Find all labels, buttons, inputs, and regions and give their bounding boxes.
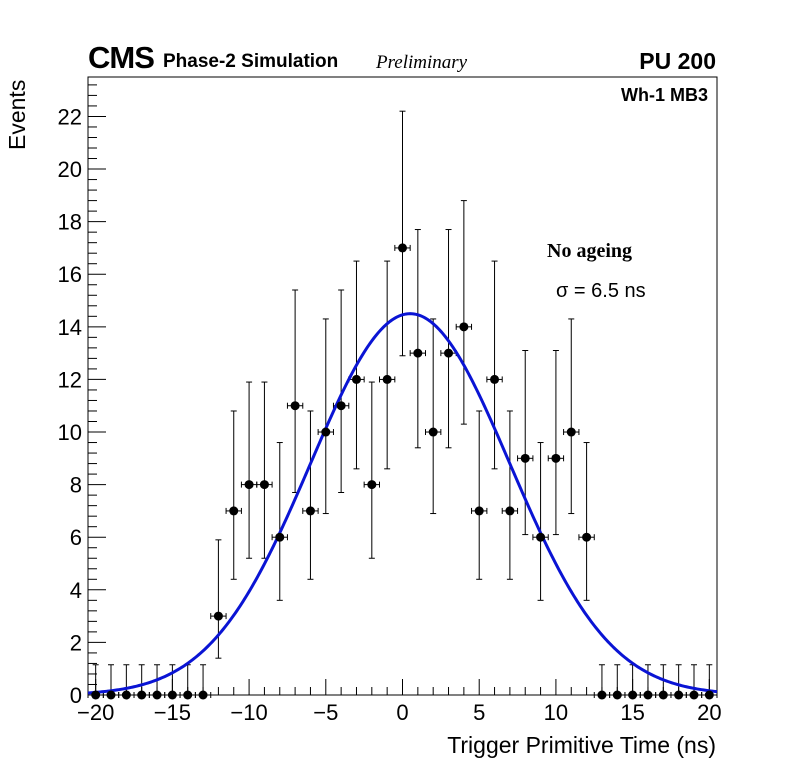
region-label: Wh-1 MB3 — [621, 85, 708, 105]
data-point — [490, 374, 500, 384]
data-point — [183, 690, 193, 700]
data-point — [229, 506, 239, 516]
data-point — [536, 532, 546, 542]
status-label: Preliminary — [376, 52, 468, 73]
x-tick-label: −20 — [77, 700, 114, 725]
y-tick-label: 12 — [58, 367, 82, 392]
y-tick-label: 6 — [70, 525, 82, 550]
data-point — [459, 322, 469, 332]
data-point — [198, 690, 208, 700]
data-point — [674, 690, 684, 700]
data-point — [474, 506, 484, 516]
y-tick-label: 4 — [70, 578, 82, 603]
y-tick-label: 0 — [70, 683, 82, 708]
data-point — [167, 690, 177, 700]
data-point — [628, 690, 638, 700]
data-point — [643, 690, 653, 700]
data-point — [106, 690, 116, 700]
data-point — [382, 374, 392, 384]
y-tick-label: 22 — [58, 104, 82, 129]
data-point — [336, 401, 346, 411]
data-point — [259, 480, 269, 490]
y-tick-label: 20 — [58, 157, 82, 182]
experiment-label: CMS — [88, 40, 155, 75]
data-point — [444, 348, 454, 358]
data-point — [520, 453, 530, 463]
data-point — [505, 506, 515, 516]
data-point — [244, 480, 254, 490]
condition-label: No ageing — [547, 240, 632, 262]
y-tick-label: 8 — [70, 473, 82, 498]
data-point — [582, 532, 592, 542]
data-point — [275, 532, 285, 542]
data-point — [91, 690, 101, 700]
y-tick-label: 16 — [58, 262, 82, 287]
x-tick-label: 20 — [697, 700, 721, 725]
x-axis-title: Trigger Primitive Time (ns) — [447, 732, 716, 758]
data-point — [658, 690, 668, 700]
data-point — [137, 690, 147, 700]
data-point — [305, 506, 315, 516]
data-point — [428, 427, 438, 437]
x-tick-label: 15 — [620, 700, 644, 725]
y-tick-label: 2 — [70, 630, 82, 655]
y-axis-title: Events — [4, 79, 30, 150]
data-point — [321, 427, 331, 437]
data-point — [413, 348, 423, 358]
pileup-label: PU 200 — [639, 48, 716, 74]
data-point — [551, 453, 561, 463]
x-tick-label: −5 — [313, 700, 338, 725]
data-point — [351, 374, 361, 384]
data-point — [566, 427, 576, 437]
data-point — [398, 243, 407, 253]
data-point — [152, 690, 162, 700]
y-tick-label: 18 — [58, 210, 82, 235]
data-point — [121, 690, 131, 700]
x-tick-label: −10 — [230, 700, 267, 725]
x-tick-label: −15 — [154, 700, 191, 725]
y-tick-label: 14 — [58, 315, 82, 340]
y-tick-label: 10 — [58, 420, 82, 445]
data-point — [290, 401, 300, 411]
data-point — [689, 690, 699, 700]
x-tick-label: 10 — [544, 700, 568, 725]
data-point — [367, 480, 377, 490]
x-tick-label: 5 — [473, 700, 485, 725]
data-point — [213, 611, 223, 621]
sigma-label: σ = 6.5 ns — [556, 280, 646, 302]
x-tick-label: 0 — [396, 700, 408, 725]
data-point — [612, 690, 622, 700]
subtitle-label: Phase-2 Simulation — [163, 51, 339, 72]
data-point — [597, 690, 607, 700]
gaussian-fit-line — [87, 312, 718, 695]
data-point — [704, 690, 714, 700]
